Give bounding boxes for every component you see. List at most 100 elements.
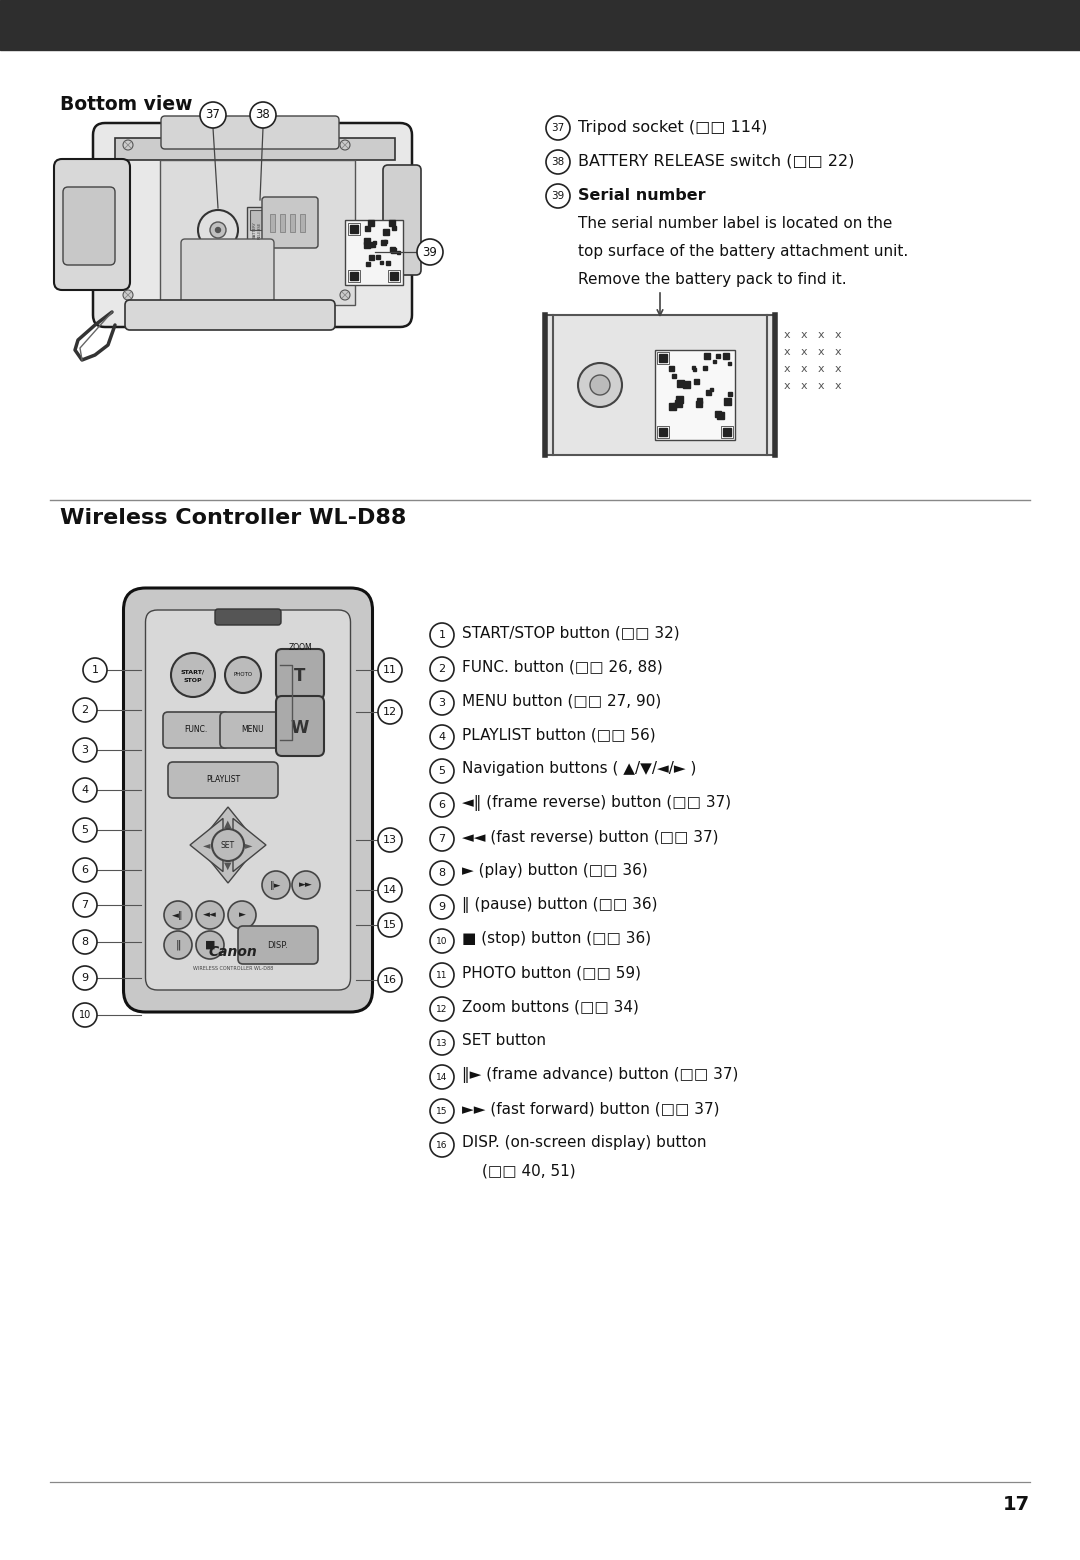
Bar (693, 368, 696, 371)
Circle shape (578, 363, 622, 407)
Circle shape (430, 622, 454, 647)
Text: ‖►: ‖► (270, 880, 282, 889)
Circle shape (590, 374, 610, 395)
Text: 16: 16 (436, 1140, 448, 1150)
Text: 11: 11 (436, 970, 448, 980)
Circle shape (73, 892, 97, 917)
Circle shape (378, 658, 402, 682)
Bar (697, 398, 702, 402)
Circle shape (164, 931, 192, 959)
Text: x: x (800, 331, 808, 340)
Circle shape (340, 290, 350, 300)
Text: PLAYLIST button (□□ 56): PLAYLIST button (□□ 56) (462, 727, 656, 743)
Text: PLAYLIST: PLAYLIST (206, 775, 240, 785)
Text: BATTERY
RELEASE: BATTERY RELEASE (253, 222, 261, 239)
Text: ►► (fast forward) button (□□ 37): ►► (fast forward) button (□□ 37) (462, 1101, 719, 1115)
Polygon shape (190, 819, 222, 872)
Text: FUNC. button (□□ 26, 88): FUNC. button (□□ 26, 88) (462, 658, 663, 674)
Text: 39: 39 (552, 190, 565, 201)
Text: ZOOM: ZOOM (288, 643, 312, 652)
Text: 13: 13 (436, 1039, 448, 1047)
Text: W: W (291, 719, 309, 736)
Text: STOP: STOP (184, 677, 202, 683)
Circle shape (430, 963, 454, 987)
Circle shape (249, 101, 276, 128)
Circle shape (73, 966, 97, 991)
Circle shape (200, 101, 226, 128)
Bar (365, 226, 370, 231)
Bar (677, 381, 684, 387)
Text: Serial number: Serial number (578, 189, 705, 203)
Text: 10: 10 (79, 1009, 91, 1020)
FancyBboxPatch shape (54, 159, 130, 290)
Bar (369, 254, 374, 261)
Bar (392, 226, 396, 229)
Text: 6: 6 (81, 864, 89, 875)
Bar (348, 270, 360, 282)
Text: x: x (784, 381, 791, 392)
Text: 8: 8 (438, 867, 446, 878)
Bar (721, 426, 733, 438)
Text: top surface of the battery attachment unit.: top surface of the battery attachment un… (578, 243, 908, 259)
Polygon shape (201, 807, 255, 839)
Bar (659, 427, 667, 435)
FancyBboxPatch shape (215, 608, 281, 626)
Text: 38: 38 (256, 109, 270, 122)
Text: 4: 4 (438, 732, 446, 743)
Text: x: x (835, 331, 841, 340)
Text: 9: 9 (438, 902, 446, 913)
Circle shape (430, 930, 454, 953)
Bar (369, 243, 372, 246)
Text: 1: 1 (92, 665, 98, 675)
Bar (350, 271, 357, 279)
Text: 39: 39 (422, 245, 437, 259)
Bar (397, 251, 400, 254)
Bar (381, 240, 386, 245)
Bar (704, 353, 710, 359)
Text: 12: 12 (436, 1005, 448, 1014)
Text: Navigation buttons ( ▲/▼/◄/► ): Navigation buttons ( ▲/▼/◄/► ) (462, 761, 697, 775)
Bar (376, 254, 380, 259)
FancyBboxPatch shape (238, 927, 318, 964)
Bar (657, 353, 669, 363)
Circle shape (430, 1031, 454, 1055)
Text: 5: 5 (81, 825, 89, 835)
Bar (669, 402, 676, 410)
Text: START/STOP button (□□ 32): START/STOP button (□□ 32) (462, 626, 679, 640)
Bar (672, 374, 676, 378)
Text: x: x (784, 331, 791, 340)
Text: BATTERY RELEASE switch (□□ 22): BATTERY RELEASE switch (□□ 22) (578, 154, 854, 168)
Circle shape (123, 290, 133, 300)
Text: START/: START/ (181, 669, 205, 674)
Circle shape (430, 895, 454, 919)
Bar (383, 229, 389, 236)
Circle shape (430, 861, 454, 885)
Text: SET: SET (221, 841, 235, 850)
Text: 5: 5 (438, 766, 446, 775)
Circle shape (430, 792, 454, 817)
Bar (659, 354, 667, 362)
Text: 2: 2 (81, 705, 89, 714)
Text: SET button: SET button (462, 1033, 546, 1048)
Text: ◄◄ (fast reverse) button (□□ 37): ◄◄ (fast reverse) button (□□ 37) (462, 828, 718, 844)
Circle shape (212, 828, 244, 861)
Text: 6: 6 (438, 800, 446, 810)
FancyBboxPatch shape (262, 197, 318, 248)
Text: 13: 13 (383, 835, 397, 846)
Circle shape (228, 902, 256, 930)
Text: ▼: ▼ (225, 861, 232, 870)
Circle shape (378, 969, 402, 992)
Text: MENU button (□□ 27, 90): MENU button (□□ 27, 90) (462, 693, 661, 708)
Circle shape (73, 930, 97, 955)
Bar (364, 239, 370, 243)
Text: ‖: ‖ (175, 939, 180, 950)
Text: 11: 11 (383, 665, 397, 675)
Text: ‖► (frame advance) button (□□ 37): ‖► (frame advance) button (□□ 37) (462, 1067, 739, 1083)
Circle shape (430, 691, 454, 714)
Bar (300, 214, 305, 232)
FancyBboxPatch shape (146, 610, 351, 991)
Text: The serial number label is located on the: The serial number label is located on th… (578, 215, 892, 231)
Circle shape (430, 827, 454, 852)
Text: 10: 10 (436, 936, 448, 945)
Text: 12: 12 (383, 707, 397, 718)
